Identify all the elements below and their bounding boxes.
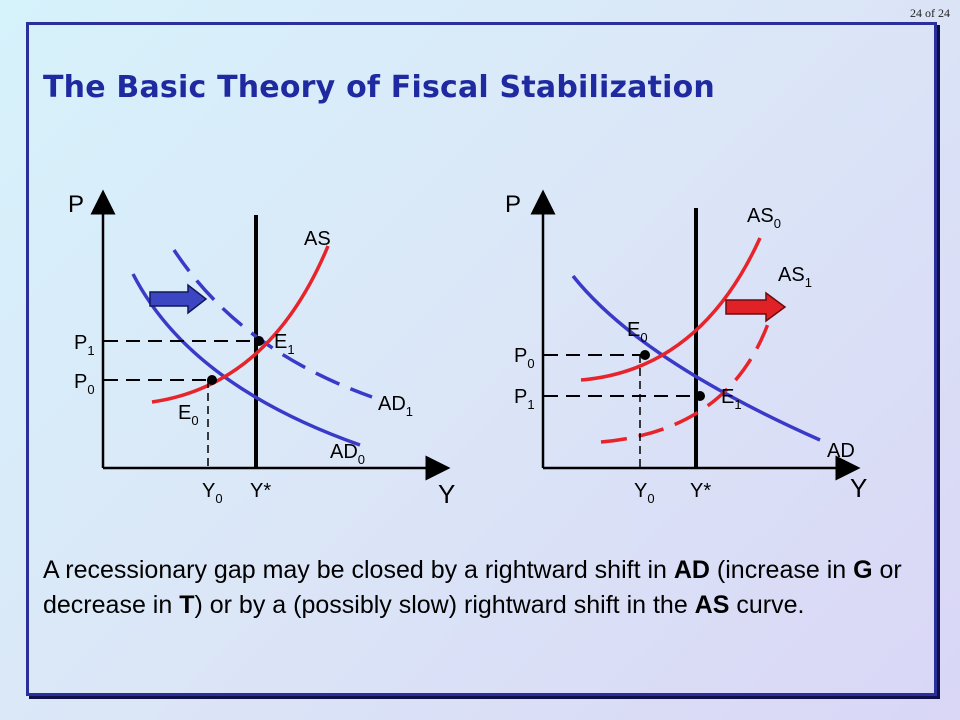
left-as-label: AS <box>304 228 331 250</box>
caption-bold-g: G <box>853 556 873 584</box>
right-p0-label: P0 <box>514 345 535 371</box>
right-e1-label: E1 <box>721 386 742 412</box>
right-e1-point <box>695 391 705 401</box>
page-number: 24 of 24 <box>910 6 950 20</box>
left-e1-label: E1 <box>274 331 295 357</box>
left-p1-label: P1 <box>74 332 95 358</box>
caption-bold-as: AS <box>694 590 730 619</box>
caption-text-4: ) or by a (possibly slow) rightward shif… <box>194 590 695 619</box>
right-graph: P Y AS0 AS1 AD E0 E1 P0 P1 Y0 Y* <box>505 189 867 506</box>
right-e0-label: E0 <box>627 319 648 345</box>
left-shift-arrow <box>149 283 208 315</box>
left-y0-label: Y0 <box>202 480 223 506</box>
caption-text-2: (increase in <box>709 556 854 584</box>
slide-caption: A recessionary gap may be closed by a ri… <box>43 553 923 622</box>
caption-text-5: curve. <box>729 590 805 619</box>
caption-text-1: A recessionary gap may be closed by a ri… <box>43 556 674 584</box>
left-p0-label: P0 <box>74 371 95 397</box>
caption-text-3: or decrease in <box>43 556 902 619</box>
left-as-curve <box>151 245 330 404</box>
left-ad1-label: AD1 <box>378 393 413 419</box>
left-graph: P Y AS AD1 AD0 P1 P0 E1 E0 Y0 Y* <box>68 189 455 509</box>
slide-frame <box>26 22 937 696</box>
slide-title: The Basic Theory of Fiscal Stabilization <box>43 70 715 105</box>
right-y0-label: Y0 <box>634 480 655 506</box>
left-ystar-label: Y* <box>250 480 271 502</box>
right-ystar-label: Y* <box>690 480 711 502</box>
right-as0-curve <box>580 237 762 382</box>
right-p1-label: P1 <box>514 386 535 412</box>
left-ad1-curve <box>172 249 373 399</box>
left-e1-point <box>254 336 264 346</box>
right-as1-label: AS1 <box>778 264 812 290</box>
right-as0-label: AS0 <box>747 205 781 231</box>
right-axis-p-label: P <box>505 191 521 218</box>
right-as1-curve <box>600 301 777 444</box>
right-ad-label: AD <box>827 440 855 462</box>
left-e0-point <box>207 375 217 385</box>
right-e0-point <box>640 350 650 360</box>
left-e0-label: E0 <box>178 402 199 428</box>
caption-bold-ad: AD <box>673 556 710 584</box>
left-axis-y-label: Y <box>438 479 455 509</box>
right-axis-y-label: Y <box>850 473 867 503</box>
left-ad0-label: AD0 <box>330 441 365 467</box>
right-ad-curve <box>571 274 821 442</box>
right-shift-arrow <box>725 291 787 323</box>
left-axis-p-label: P <box>68 191 84 218</box>
caption-bold-t: T <box>179 590 195 619</box>
